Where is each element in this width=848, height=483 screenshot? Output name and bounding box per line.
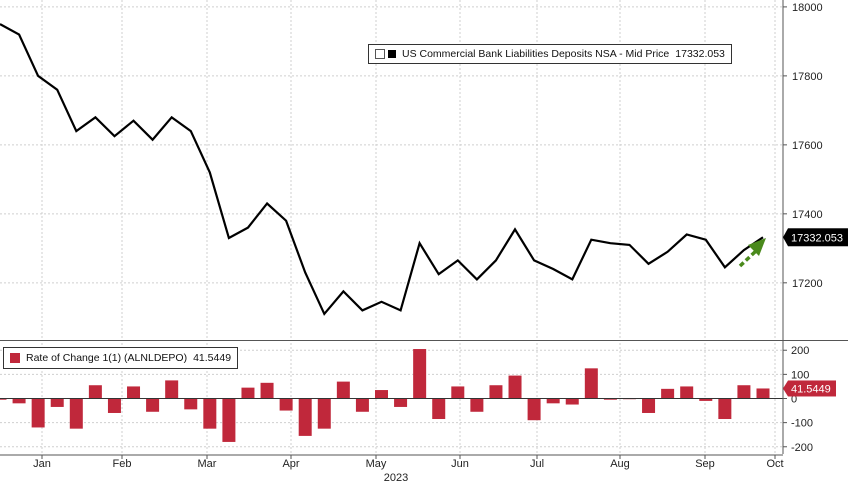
last-value-pointer [783, 380, 788, 397]
y-tick-label: 18000 [792, 2, 823, 14]
y-tick-label: 200 [791, 345, 809, 357]
arrow-head [748, 238, 766, 256]
y-tick-label: 0 [791, 394, 797, 406]
x-tick-label: Jul [530, 458, 544, 470]
x-tick-label: Jan [33, 458, 51, 470]
price-legend-value: 17332.053 [675, 48, 725, 60]
roc-bar [203, 398, 217, 429]
roc-bar [88, 385, 102, 399]
roc-bar [260, 382, 274, 399]
x-tick-label: Oct [766, 458, 783, 470]
roc-bar [279, 398, 293, 411]
roc-legend: Rate of Change 1(1) (ALNLDEPO) 41.5449 [3, 347, 239, 369]
legend-series-swatch [10, 353, 20, 363]
x-tick-label: May [366, 458, 387, 470]
price-panel-grid [0, 0, 783, 338]
roc-bar [317, 398, 331, 429]
price-line [0, 23, 764, 316]
roc-bar [756, 388, 770, 399]
roc-bar [584, 368, 598, 399]
y-tick-label: -100 [791, 418, 813, 430]
roc-bar [222, 398, 236, 442]
last-roc-label: 41.5449 [791, 383, 831, 395]
roc-bar [527, 398, 541, 421]
roc-bar [184, 398, 198, 410]
roc-bar [107, 398, 121, 413]
roc-bars [0, 349, 770, 442]
roc-legend-value: 41.5449 [193, 352, 232, 364]
roc-bar [413, 349, 427, 399]
roc-bar [661, 388, 675, 399]
roc-bar [355, 398, 369, 412]
roc-bar [699, 398, 713, 401]
roc-bar [737, 385, 751, 399]
last-value-tag [788, 380, 836, 397]
y-tick-label: -200 [791, 442, 813, 454]
roc-bar [375, 390, 388, 399]
legend-checkbox-icon [375, 49, 385, 59]
price-legend-name: US Commercial Bank Liabilities Deposits … [402, 48, 670, 60]
roc-panel-grid [0, 343, 783, 454]
roc-legend-name: Rate of Change 1(1) (ALNLDEPO) [26, 352, 188, 364]
x-tick-label: Apr [282, 458, 299, 470]
last-value-tag [788, 228, 848, 247]
x-tick-label: Sep [695, 458, 715, 470]
price-y-axis: 17200 17400 17600 17800 18000 [783, 2, 823, 290]
last-value-labels: 17332.053 41.5449 [783, 228, 848, 397]
arrow-shaft [738, 248, 759, 268]
roc-bar [603, 398, 617, 400]
roc-bar [565, 398, 579, 405]
x-tick-label: Mar [198, 458, 217, 470]
x-tick-label: Aug [610, 458, 630, 470]
roc-bar [508, 375, 522, 399]
roc-bar [165, 380, 179, 399]
y-tick-label: 100 [791, 369, 809, 381]
trend-arrow-icon [738, 238, 766, 268]
roc-bar [680, 386, 694, 399]
roc-bar [394, 398, 408, 407]
roc-bar [489, 385, 503, 399]
roc-bar [0, 398, 7, 400]
price-legend: US Commercial Bank Liabilities Deposits … [368, 44, 732, 64]
roc-bar [12, 398, 26, 404]
roc-bar [146, 398, 160, 412]
roc-bar [470, 398, 484, 412]
y-tick-label: 17800 [792, 71, 823, 83]
roc-bar [336, 381, 350, 399]
y-tick-label: 17400 [792, 209, 823, 221]
last-price-label: 17332.053 [791, 232, 843, 244]
roc-bar [50, 398, 64, 407]
last-value-pointer [783, 228, 788, 247]
roc-bar [298, 398, 312, 436]
legend-series-swatch [388, 50, 396, 58]
x-year-label: 2023 [384, 472, 408, 483]
roc-bar [546, 398, 560, 404]
roc-bar [241, 387, 255, 399]
roc-bar [432, 398, 446, 420]
x-tick-label: Feb [113, 458, 132, 470]
roc-bar [718, 398, 732, 420]
roc-bar [451, 386, 465, 399]
roc-bar [642, 398, 656, 413]
roc-bar [31, 398, 45, 428]
y-tick-label: 17200 [792, 278, 823, 290]
roc-y-axis: 200 100 0 -100 -200 [783, 345, 813, 454]
roc-bar [127, 386, 141, 399]
roc-bar [69, 398, 83, 429]
x-axis: Jan Feb Mar Apr May Jun Jul Aug Sep Oct 2023 [33, 455, 784, 483]
x-tick-label: Jun [451, 458, 469, 470]
y-tick-label: 17600 [792, 140, 823, 152]
